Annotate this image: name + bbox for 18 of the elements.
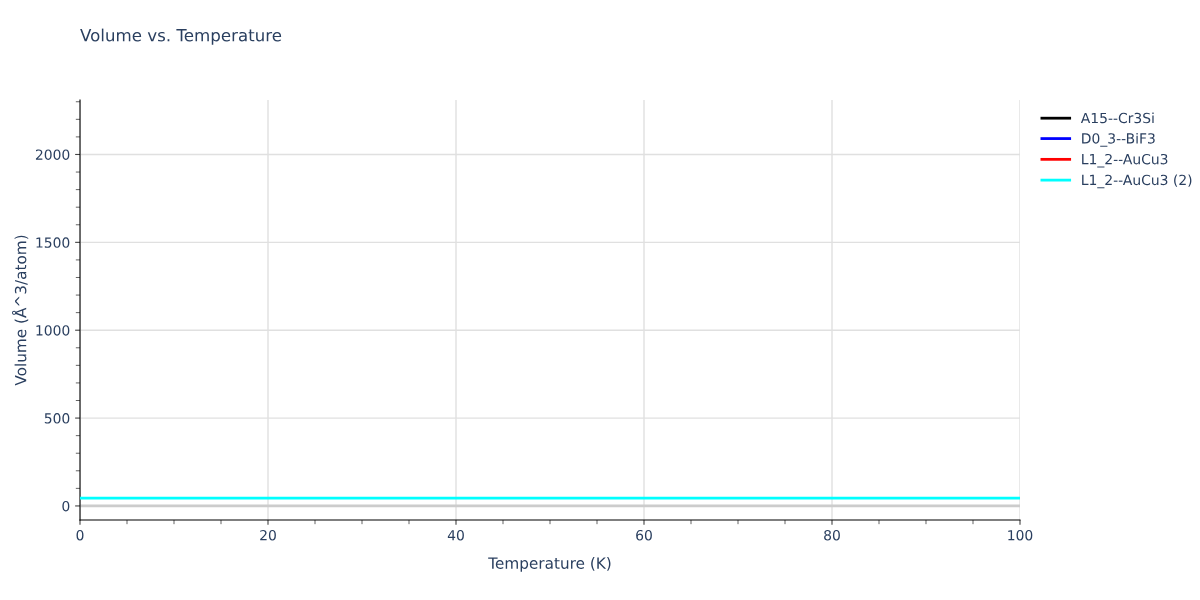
y-axis-title: Volume (Å^3/atom) xyxy=(12,235,29,386)
legend-label: L1_2--AuCu3 xyxy=(1082,153,1168,168)
x-tick-label: 60 xyxy=(636,529,652,541)
chart-title: Volume vs. Temperature xyxy=(80,28,282,45)
legend-label: A15--Cr3Si xyxy=(1080,112,1154,124)
x-tick-label: 20 xyxy=(260,529,276,541)
y-tick-label: 0 xyxy=(62,500,70,512)
y-tick-label: 2000 xyxy=(35,149,70,160)
legend-label: D0_3--BiF3 xyxy=(1082,132,1155,147)
y-tick-label: 1500 xyxy=(36,237,70,248)
legend-label: L1_2--AuCu3 (2) xyxy=(1082,174,1192,189)
x-tick-label: 40 xyxy=(447,529,464,541)
y-tick-label: 500 xyxy=(44,413,70,424)
y-tick-label: 1000 xyxy=(36,325,70,336)
x-tick-label: 100 xyxy=(1008,529,1033,541)
x-tick-label: 0 xyxy=(76,529,84,541)
x-axis-title: Temperature (K) xyxy=(488,557,611,572)
x-tick-label: 80 xyxy=(824,529,840,541)
